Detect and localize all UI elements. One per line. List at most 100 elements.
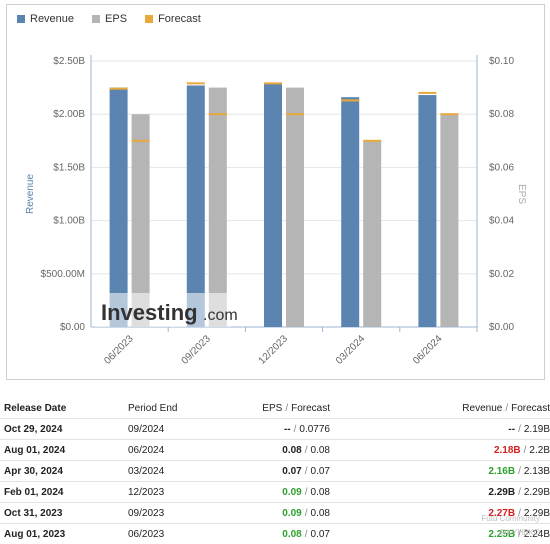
revenue-forecast: 2.29B (523, 486, 550, 498)
eps-actual: 0.09 (282, 507, 302, 519)
investing-logo: Investing (101, 300, 198, 325)
eps-actual: 0.08 (282, 528, 302, 540)
release-date: Apr 30, 2024 (4, 465, 63, 477)
watermark-handle: @KYHBKO (498, 528, 540, 537)
period-end: 03/2024 (128, 465, 165, 477)
release-date: Aug 01, 2023 (4, 528, 66, 540)
x-tick-label: 03/2024 (334, 333, 368, 367)
release-date: Oct 31, 2023 (4, 507, 63, 519)
period-end: 12/2023 (128, 486, 165, 498)
y-tick-label: $1.50B (53, 162, 85, 173)
period-end: 06/2024 (128, 444, 165, 456)
y2-axis-title: EPS (516, 184, 527, 204)
y2-tick-label: $0.00 (489, 322, 514, 333)
chart-legend: Revenue EPS Forecast (17, 13, 201, 25)
revenue-bar (186, 85, 205, 327)
table-row: Apr 30, 2024 03/2024 0.07/0.07 2.16B/2.13B (0, 460, 550, 481)
eps-cell: 0.09/0.08 (240, 508, 330, 519)
x-tick-label: 09/2023 (180, 333, 214, 367)
x-tick-label: 06/2024 (411, 333, 445, 367)
header-release-date[interactable]: Release Date (4, 402, 67, 414)
revenue-bar (109, 87, 128, 327)
revenue-actual: 2.29B (488, 486, 516, 498)
y-axis-title: Revenue (25, 174, 36, 214)
revenue-forecast-mark (418, 91, 437, 94)
table-row: Feb 01, 2024 12/2023 0.09/0.08 2.29B/2.29B (0, 481, 550, 502)
revenue-sep: / (523, 444, 527, 456)
header-revenue: Revenue / Forecast (450, 403, 550, 414)
eps-sep: / (304, 528, 308, 540)
revenue-bar (341, 97, 360, 328)
eps-forecast: 0.08 (310, 507, 330, 519)
legend-eps[interactable]: EPS (92, 13, 127, 25)
earnings-table: Release Date Period End EPS / Forecast Rev… (0, 398, 550, 544)
release-date: Oct 29, 2024 (4, 423, 63, 435)
revenue-sep: / (518, 423, 521, 435)
eps-cell: --/0.0776 (240, 424, 330, 435)
legend-revenue-swatch (17, 15, 25, 23)
header-revenue-forecast[interactable]: Forecast (511, 402, 550, 414)
eps-forecast-mark (208, 113, 227, 116)
period-end: 06/2023 (128, 528, 165, 540)
table-body: Oct 29, 2024 09/2024 --/0.0776 --/2.19B Aug … (0, 418, 550, 544)
y2-tick-label: $0.06 (489, 162, 514, 173)
revenue-sep: / (518, 528, 521, 540)
table-row: Aug 01, 2023 06/2023 0.08/0.07 2.25B/2.24B (0, 523, 550, 544)
revenue-sep: / (518, 507, 521, 519)
legend-revenue[interactable]: Revenue (17, 13, 74, 25)
eps-sep: / (304, 444, 308, 456)
watermark: Futu Community (481, 514, 540, 523)
revenue-forecast: 2.13B (523, 465, 550, 477)
eps-bar (440, 114, 459, 327)
header-period-end[interactable]: Period End (128, 402, 178, 414)
eps-forecast: 0.07 (310, 465, 330, 477)
revenue-forecast: 2.24B (523, 528, 550, 540)
header-eps-forecast[interactable]: Forecast (291, 402, 330, 414)
eps-actual: 0.07 (282, 465, 302, 477)
investing-logo-suffix: .com (203, 307, 238, 324)
eps-actual: -- (283, 423, 291, 435)
eps-sep: / (304, 486, 308, 498)
revenue-cell: 2.27B/2.29B (450, 508, 550, 519)
revenue-forecast-mark (264, 82, 282, 85)
x-tick-label: 12/2023 (257, 333, 291, 367)
revenue-forecast: 2.29B (523, 507, 550, 519)
header-eps-label[interactable]: EPS (262, 402, 283, 414)
revenue-cell: 2.29B/2.29B (450, 487, 550, 498)
revenue-forecast-mark (109, 87, 128, 90)
revenue-actual: 2.25B (488, 528, 516, 540)
legend-revenue-label: Revenue (30, 13, 75, 25)
eps-cell: 0.08/0.08 (240, 445, 330, 456)
table-row: Oct 29, 2024 09/2024 --/0.0776 --/2.19B (0, 418, 550, 439)
y-tick-label: $0.00 (60, 322, 85, 333)
eps-sep: / (304, 507, 308, 519)
legend-forecast[interactable]: Forecast (145, 13, 201, 25)
revenue-cell: 2.18B/2.2B (450, 445, 550, 456)
y2-tick-label: $0.04 (489, 216, 514, 227)
y-tick-label: $1.00B (53, 216, 85, 227)
revenue-cell: --/2.19B (450, 424, 550, 435)
y-tick-label: $2.50B (53, 56, 85, 67)
eps-forecast: 0.08 (310, 444, 330, 456)
y2-tick-label: $0.10 (489, 56, 514, 67)
earnings-chart: $0.00 $0.00 $500.00M $0.02 $1.00B $0.04 $1.50B… (25, 55, 527, 367)
eps-sep: / (293, 423, 297, 435)
legend-eps-swatch (92, 15, 101, 23)
eps-forecast: 0.0776 (299, 423, 330, 435)
y2-tick-label: $0.02 (489, 269, 514, 280)
eps-forecast-mark (440, 113, 459, 116)
eps-actual: 0.08 (282, 444, 302, 456)
eps-cell: 0.09/0.08 (240, 487, 330, 498)
eps-cell: 0.07/0.07 (240, 466, 330, 477)
eps-actual: 0.09 (282, 486, 302, 498)
period-end: 09/2023 (128, 507, 165, 519)
header-revenue-sep: / (505, 402, 509, 414)
logo-backdrop (95, 293, 231, 327)
y-tick-label: $500.00M (41, 269, 85, 280)
header-revenue-label[interactable]: Revenue (462, 402, 503, 414)
revenue-sep: / (518, 486, 521, 498)
table-header: Release Date Period End EPS / Forecast Rev… (0, 398, 550, 418)
eps-bar (363, 140, 382, 327)
header-eps: EPS / Forecast (240, 403, 330, 414)
revenue-bar (264, 83, 282, 328)
